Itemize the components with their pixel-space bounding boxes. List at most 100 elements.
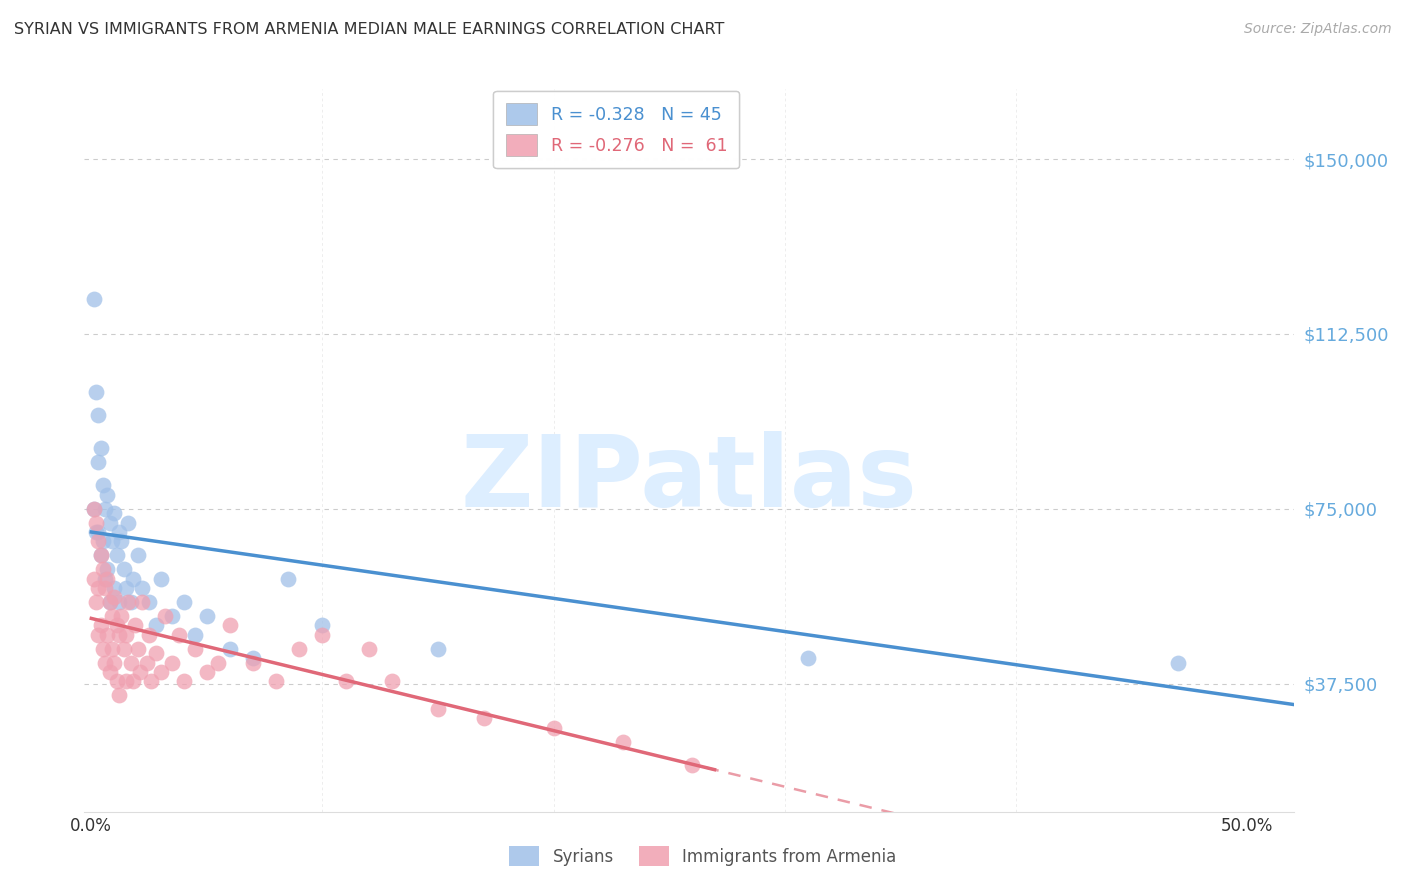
Point — [120, 595, 142, 609]
Point — [184, 627, 207, 641]
Point — [84, 524, 107, 539]
Point — [277, 572, 299, 586]
Point — [138, 627, 160, 641]
Point — [98, 595, 121, 609]
Point — [98, 595, 121, 609]
Point — [105, 674, 128, 689]
Point — [242, 651, 264, 665]
Point — [288, 641, 311, 656]
Point — [145, 646, 167, 660]
Point — [381, 674, 404, 689]
Point — [155, 609, 177, 624]
Point — [108, 688, 131, 702]
Point — [160, 609, 183, 624]
Point — [90, 549, 112, 563]
Point — [195, 609, 218, 624]
Legend: Syrians, Immigrants from Armenia: Syrians, Immigrants from Armenia — [501, 838, 905, 875]
Point — [115, 627, 138, 641]
Point — [83, 501, 105, 516]
Point — [87, 409, 110, 423]
Point — [103, 656, 125, 670]
Point — [83, 292, 105, 306]
Point — [1167, 656, 1189, 670]
Point — [131, 581, 153, 595]
Point — [219, 618, 242, 632]
Point — [110, 609, 132, 624]
Point — [91, 534, 114, 549]
Point — [105, 618, 128, 632]
Point — [94, 501, 117, 516]
Point — [91, 478, 114, 492]
Point — [167, 627, 190, 641]
Point — [543, 721, 565, 735]
Point — [90, 618, 112, 632]
Point — [138, 595, 160, 609]
Point — [427, 702, 450, 716]
Point — [311, 618, 333, 632]
Point — [173, 674, 195, 689]
Point — [120, 656, 142, 670]
Point — [145, 618, 167, 632]
Point — [357, 641, 380, 656]
Point — [160, 656, 183, 670]
Point — [91, 641, 114, 656]
Point — [117, 595, 139, 609]
Point — [96, 572, 118, 586]
Text: SYRIAN VS IMMIGRANTS FROM ARMENIA MEDIAN MALE EARNINGS CORRELATION CHART: SYRIAN VS IMMIGRANTS FROM ARMENIA MEDIAN… — [14, 22, 724, 37]
Text: ZIPatlas: ZIPatlas — [461, 431, 917, 528]
Point — [84, 516, 107, 530]
Point — [797, 651, 820, 665]
Point — [105, 549, 128, 563]
Point — [101, 609, 124, 624]
Point — [612, 735, 634, 749]
Point — [127, 641, 149, 656]
Text: Source: ZipAtlas.com: Source: ZipAtlas.com — [1244, 22, 1392, 37]
Point — [219, 641, 242, 656]
Point — [98, 665, 121, 679]
Point — [472, 711, 495, 725]
Point — [115, 674, 138, 689]
Point — [128, 665, 150, 679]
Point — [94, 656, 117, 670]
Point — [84, 385, 107, 400]
Point — [127, 549, 149, 563]
Point — [87, 455, 110, 469]
Point — [96, 627, 118, 641]
Point — [94, 581, 117, 595]
Point — [96, 562, 118, 576]
Point — [108, 524, 131, 539]
Point — [242, 656, 264, 670]
Point — [117, 516, 139, 530]
Point — [124, 618, 146, 632]
Point — [108, 595, 131, 609]
Point — [87, 627, 110, 641]
Point — [110, 534, 132, 549]
Point — [135, 656, 157, 670]
Point — [311, 627, 333, 641]
Point — [207, 656, 229, 670]
Point — [115, 581, 138, 595]
Point — [101, 641, 124, 656]
Point — [195, 665, 218, 679]
Point — [149, 665, 172, 679]
Point — [103, 507, 125, 521]
Point — [173, 595, 195, 609]
Point — [141, 674, 163, 689]
Point — [108, 627, 131, 641]
Point — [83, 572, 105, 586]
Point — [122, 572, 145, 586]
Point — [103, 581, 125, 595]
Point — [335, 674, 357, 689]
Point — [149, 572, 172, 586]
Point — [103, 591, 125, 605]
Point — [83, 501, 105, 516]
Point — [91, 562, 114, 576]
Point — [681, 758, 703, 772]
Point — [264, 674, 287, 689]
Point — [87, 581, 110, 595]
Point — [94, 572, 117, 586]
Point — [112, 641, 135, 656]
Point — [131, 595, 153, 609]
Legend: R = -0.328   N = 45, R = -0.276   N =  61: R = -0.328 N = 45, R = -0.276 N = 61 — [494, 91, 740, 169]
Point — [112, 562, 135, 576]
